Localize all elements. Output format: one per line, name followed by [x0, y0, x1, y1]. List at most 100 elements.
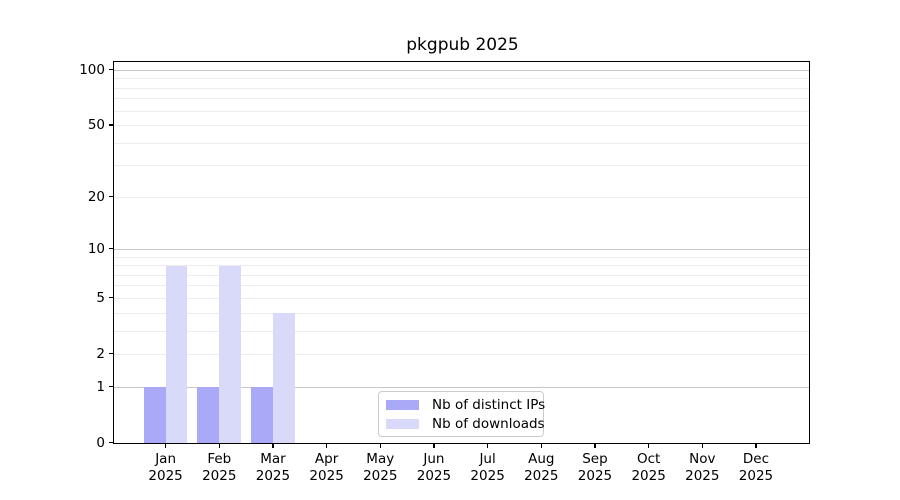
y-tick-5 — [109, 297, 114, 299]
gridline-minor-8 — [114, 265, 809, 267]
bar-jan-nb-of-distinct-ips — [143, 387, 166, 443]
y-tick-label-0: 0 — [96, 434, 105, 451]
x-tick-month-jun: Jun — [423, 451, 445, 467]
x-tick-month-nov: Nov — [689, 451, 716, 467]
bar-feb-nb-of-downloads — [219, 265, 242, 443]
gridline-minor-40 — [114, 142, 809, 144]
x-tick-year-sep: 2025 — [577, 467, 613, 484]
gridline-minor-9 — [114, 256, 809, 258]
x-tick-year-jun: 2025 — [416, 467, 452, 484]
x-tick-year-may: 2025 — [363, 467, 398, 484]
x-tick-month-sep: Sep — [582, 451, 608, 467]
x-tick-jul — [487, 443, 489, 448]
gridline-minor-90 — [114, 78, 809, 80]
gridline-minor-60 — [114, 110, 809, 112]
y-tick-0 — [109, 442, 114, 444]
x-tick-jun — [433, 443, 435, 448]
bar-jan-nb-of-downloads — [165, 265, 188, 443]
x-tick-label-feb: Feb 2025 — [191, 451, 247, 484]
gridlines-layer — [114, 62, 809, 443]
x-tick-label-apr: Apr 2025 — [299, 451, 355, 484]
x-tick-label-jul: Jul 2025 — [460, 451, 516, 484]
x-tick-year-jul: 2025 — [470, 467, 505, 484]
x-tick-oct — [648, 443, 650, 448]
gridline-minor-3 — [114, 330, 809, 332]
gridline-minor-2 — [114, 353, 809, 355]
gridline-minor-20 — [114, 196, 809, 198]
x-tick-year-nov: 2025 — [685, 467, 720, 484]
y-tick-10 — [109, 248, 114, 250]
x-tick-year-oct: 2025 — [631, 467, 666, 484]
x-tick-label-sep: Sep 2025 — [567, 451, 623, 484]
x-tick-month-dec: Dec — [742, 451, 770, 467]
x-tick-month-may: May — [366, 451, 395, 467]
y-tick-label-20: 20 — [87, 188, 105, 205]
y-tick-100 — [109, 69, 114, 71]
x-tick-month-aug: Aug — [528, 451, 555, 467]
x-tick-apr — [326, 443, 328, 448]
legend-row-nb-of-distinct-ips: Nb of distinct IPs — [386, 397, 545, 413]
gridline-minor-6 — [114, 285, 809, 287]
x-tick-month-apr: Apr — [314, 451, 339, 467]
x-tick-year-apr: 2025 — [309, 467, 344, 484]
x-tick-label-jun: Jun 2025 — [406, 451, 462, 484]
gridline-major-1 — [114, 386, 809, 388]
x-tick-month-feb: Feb — [207, 451, 232, 467]
x-tick-month-mar: Mar — [260, 451, 286, 467]
y-tick-1 — [109, 386, 114, 388]
x-tick-label-nov: Nov 2025 — [674, 451, 730, 484]
x-tick-dec — [755, 443, 757, 448]
gridline-minor-5 — [114, 297, 809, 299]
y-tick-label-100: 100 — [79, 61, 105, 78]
gridline-major-100 — [114, 69, 809, 71]
gridline-minor-30 — [114, 165, 809, 167]
x-tick-nov — [701, 443, 703, 448]
x-tick-feb — [218, 443, 220, 448]
gridline-minor-50 — [114, 124, 809, 126]
y-tick-2 — [109, 353, 114, 355]
bar-mar-nb-of-distinct-ips — [251, 387, 273, 443]
x-tick-month-oct: Oct — [636, 451, 661, 467]
x-tick-year-feb: 2025 — [202, 467, 237, 484]
legend-label-nb-of-downloads: Nb of downloads — [432, 415, 545, 432]
y-tick-label-10: 10 — [87, 240, 105, 257]
legend: Nb of distinct IPs Nb of downloads — [378, 391, 545, 437]
x-tick-year-dec: 2025 — [738, 467, 774, 484]
legend-swatch-nb-of-downloads — [386, 418, 419, 429]
x-tick-year-aug: 2025 — [524, 467, 559, 484]
x-tick-jan — [165, 443, 167, 448]
bars-layer — [114, 62, 809, 443]
y-tick-label-1: 1 — [96, 378, 105, 395]
x-tick-label-aug: Aug 2025 — [513, 451, 569, 484]
y-tick-label-50: 50 — [87, 116, 105, 133]
gridline-minor-7 — [114, 274, 809, 276]
x-tick-label-mar: Mar 2025 — [245, 451, 301, 484]
legend-label-nb-of-distinct-ips: Nb of distinct IPs — [432, 396, 546, 413]
x-tick-may — [379, 443, 381, 448]
gridline-minor-70 — [114, 98, 809, 100]
x-axis-ticks: Jan 2025 Feb 2025 Mar 2025 Apr 2025 May 2025 Jun 20… — [114, 62, 809, 484]
y-axis-ticks: 0 1 2 5 10 20 50 100 — [79, 62, 809, 451]
gridline-minor-80 — [114, 87, 809, 89]
x-tick-sep — [594, 443, 596, 448]
y-tick-50 — [109, 124, 114, 126]
x-tick-year-mar: 2025 — [255, 467, 291, 484]
x-tick-label-may: May 2025 — [352, 451, 408, 484]
x-tick-month-jan: Jan — [155, 451, 176, 467]
x-tick-label-dec: Dec 2025 — [728, 451, 784, 484]
x-tick-mar — [272, 443, 274, 448]
y-tick-label-2: 2 — [96, 345, 105, 362]
bar-mar-nb-of-downloads — [272, 313, 295, 443]
x-tick-month-jul: Jul — [479, 451, 496, 467]
legend-row-nb-of-downloads: Nb of downloads — [386, 416, 545, 432]
gridline-major-10 — [114, 248, 809, 250]
x-tick-label-jan: Jan 2025 — [138, 451, 194, 484]
x-tick-label-oct: Oct 2025 — [621, 451, 677, 484]
x-tick-year-jan: 2025 — [148, 467, 183, 484]
legend-swatch-nb-of-distinct-ips — [386, 399, 419, 410]
gridline-minor-4 — [114, 312, 809, 314]
x-tick-aug — [540, 443, 542, 448]
plot-area: 0 1 2 5 10 20 50 100 Jan 2025 Feb 2025 Mar 2025 Apr 20… — [79, 61, 810, 484]
bar-feb-nb-of-distinct-ips — [197, 387, 220, 443]
